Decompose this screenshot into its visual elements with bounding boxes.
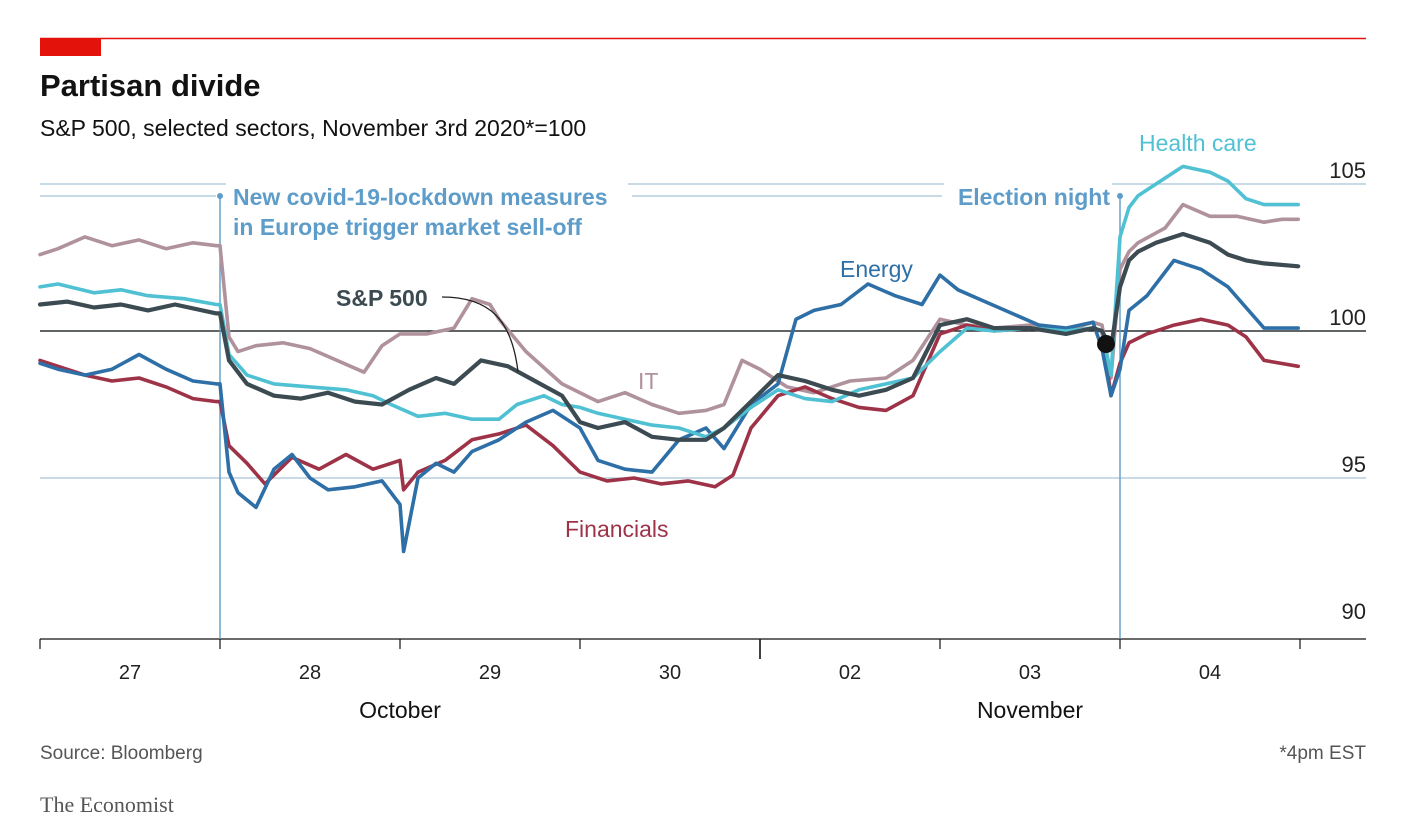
x-tick-label-30: 30	[659, 662, 681, 684]
series-line-energy	[38, 258, 1300, 554]
series-lines	[37, 164, 1301, 554]
x-tick-label-29: 29	[479, 662, 501, 684]
y-tick-label-90: 90	[1342, 599, 1366, 624]
series-line-sp500	[37, 231, 1301, 442]
x-tick-label-02: 02	[839, 662, 861, 684]
lockdown-annotation: New covid-19-lockdown measures in Europe…	[226, 178, 628, 244]
brand-logo: The Economist	[40, 792, 174, 817]
series-label-sp500: S&P 500	[336, 285, 428, 311]
series-label-health-care: Health care	[1139, 130, 1257, 156]
series-label-it: IT	[638, 368, 658, 394]
lockdown-marker-dot	[217, 193, 223, 199]
election-annotation: Election night	[944, 180, 1112, 210]
footnote: *4pm EST	[1279, 743, 1366, 764]
x-tick-label-03: 03	[1019, 662, 1041, 684]
x-tick-label-27: 27	[119, 662, 141, 684]
election-annotation-label: Election night	[958, 184, 1110, 210]
chart-title: Partisan divide	[40, 68, 261, 103]
annotation-lines	[40, 193, 1123, 639]
series-label-financials: Financials	[565, 516, 669, 542]
chart-subtitle: S&P 500, selected sectors, November 3rd …	[40, 115, 586, 141]
sp500-leader-line	[441, 296, 519, 373]
x-axis: 27 28 29 30 02 03 04	[39, 639, 1301, 684]
baseline-marker	[1097, 335, 1115, 353]
source-note: Source: Bloomberg	[40, 743, 203, 764]
lockdown-annotation-line1: New covid-19-lockdown measures	[233, 184, 608, 210]
month-label-october: October	[359, 697, 441, 723]
y-tick-label-105: 105	[1329, 158, 1366, 183]
accent-bar	[40, 38, 101, 56]
x-tick-label-04: 04	[1199, 662, 1221, 684]
y-axis: 90 95 100 105	[1329, 158, 1366, 624]
lockdown-annotation-line2: in Europe trigger market sell-off	[233, 214, 582, 240]
series-label-energy: Energy	[840, 256, 913, 282]
y-tick-label-95: 95	[1342, 452, 1366, 477]
y-tick-label-100: 100	[1329, 305, 1366, 330]
month-label-november: November	[977, 697, 1083, 723]
election-marker-dot	[1117, 193, 1123, 199]
series-line-health	[38, 164, 1300, 439]
x-tick-label-28: 28	[299, 662, 321, 684]
